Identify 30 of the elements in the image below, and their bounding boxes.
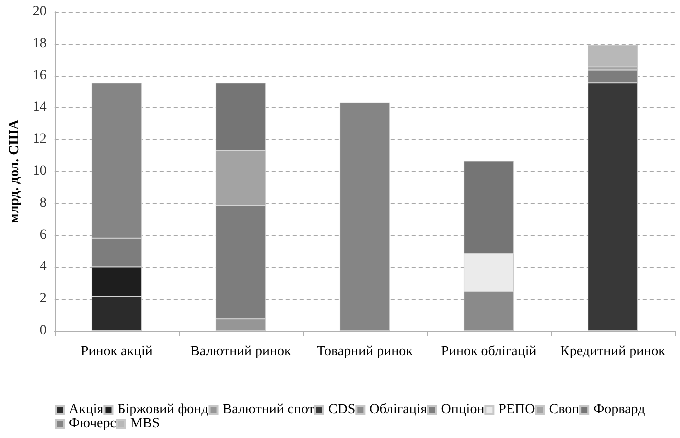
y-tick-label: 6 (40, 228, 47, 243)
legend-label: Біржовий фонд (118, 402, 209, 418)
y-tick-label: 10 (32, 164, 47, 179)
legend-label: Облігація (370, 402, 428, 418)
legend-label: Форвард (594, 402, 646, 418)
x-tick-label: Ринок облігацій (441, 344, 538, 360)
legend-label: Акція (69, 402, 104, 418)
x-tick-label: Валютний ринок (190, 344, 292, 360)
y-tick-label: 16 (32, 68, 47, 84)
legend-label: РЕПО (498, 402, 536, 418)
y-tick-label: 14 (32, 100, 47, 116)
legend-label: Своп (549, 402, 580, 418)
bar (340, 102, 390, 331)
y-tick-label: 18 (32, 36, 47, 52)
y-axis-title: млрд. дол. США (8, 118, 22, 224)
legend-label: Валютний спот (222, 402, 314, 418)
y-tick-label: 2 (40, 292, 47, 307)
x-tick-label: Ринок акцій (80, 344, 154, 360)
y-tick-label: 8 (40, 196, 47, 211)
legend-label: Опціон (441, 402, 486, 418)
y-tick-label: 20 (32, 4, 47, 20)
legend-label: MBS (130, 416, 160, 432)
bar (588, 45, 638, 68)
legend-label: CDS (328, 402, 356, 418)
x-tick-label: Кредитний ринок (560, 344, 666, 360)
y-tick-label: 4 (40, 260, 47, 275)
legend-label: Фючерс (69, 416, 116, 432)
x-tick-label: Товарний ринок (316, 344, 414, 360)
y-tick-label: 12 (32, 132, 47, 148)
y-tick-label: 0 (40, 324, 47, 338)
